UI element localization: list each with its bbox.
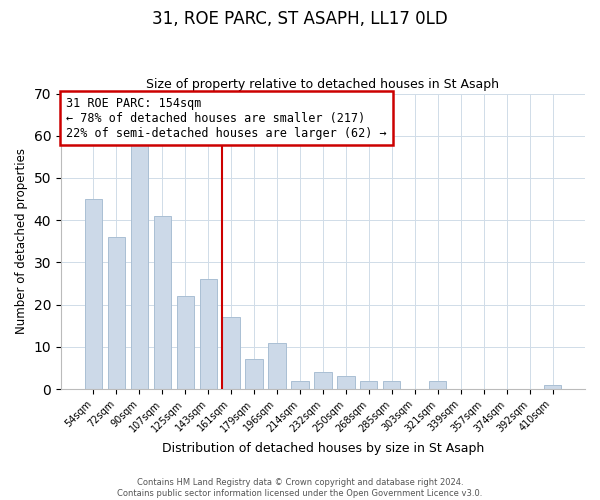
Bar — [360, 380, 377, 389]
Bar — [383, 380, 400, 389]
Bar — [131, 144, 148, 389]
Bar — [85, 199, 102, 389]
Text: 31 ROE PARC: 154sqm
← 78% of detached houses are smaller (217)
22% of semi-detac: 31 ROE PARC: 154sqm ← 78% of detached ho… — [66, 96, 387, 140]
Bar — [314, 372, 332, 389]
Text: 31, ROE PARC, ST ASAPH, LL17 0LD: 31, ROE PARC, ST ASAPH, LL17 0LD — [152, 10, 448, 28]
Bar — [245, 360, 263, 389]
Text: Contains HM Land Registry data © Crown copyright and database right 2024.
Contai: Contains HM Land Registry data © Crown c… — [118, 478, 482, 498]
Bar — [223, 318, 240, 389]
Bar — [429, 380, 446, 389]
X-axis label: Distribution of detached houses by size in St Asaph: Distribution of detached houses by size … — [162, 442, 484, 455]
Bar — [154, 216, 171, 389]
Y-axis label: Number of detached properties: Number of detached properties — [15, 148, 28, 334]
Bar — [107, 237, 125, 389]
Bar — [176, 296, 194, 389]
Bar — [268, 342, 286, 389]
Title: Size of property relative to detached houses in St Asaph: Size of property relative to detached ho… — [146, 78, 499, 91]
Bar — [337, 376, 355, 389]
Bar — [200, 280, 217, 389]
Bar — [292, 380, 308, 389]
Bar — [544, 385, 561, 389]
